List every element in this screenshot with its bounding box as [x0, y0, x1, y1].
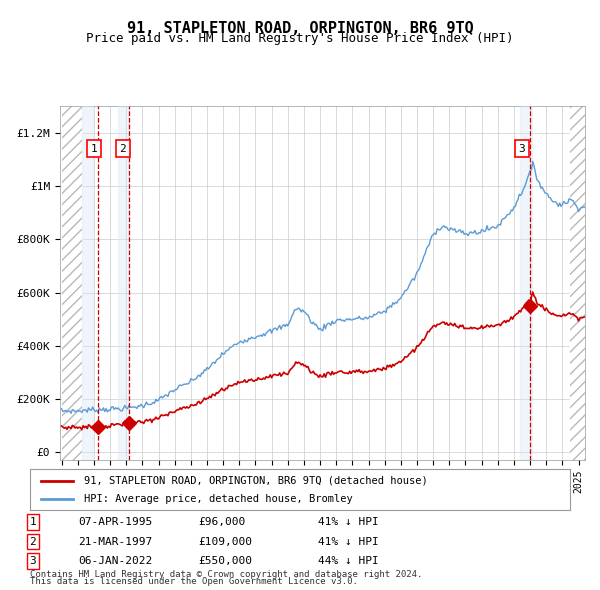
Text: £96,000: £96,000 — [198, 517, 245, 527]
Text: Price paid vs. HM Land Registry's House Price Index (HPI): Price paid vs. HM Land Registry's House … — [86, 32, 514, 45]
Text: 1: 1 — [29, 517, 37, 527]
Text: 06-JAN-2022: 06-JAN-2022 — [78, 556, 152, 566]
Bar — [520, 106, 532, 460]
Text: 21-MAR-1997: 21-MAR-1997 — [78, 537, 152, 546]
Text: 91, STAPLETON ROAD, ORPINGTON, BR6 9TQ (detached house): 91, STAPLETON ROAD, ORPINGTON, BR6 9TQ (… — [84, 476, 428, 486]
Text: 2: 2 — [29, 537, 37, 546]
Bar — [62, 106, 82, 460]
Bar — [62, 106, 82, 460]
Text: 1: 1 — [91, 144, 97, 154]
Text: 41% ↓ HPI: 41% ↓ HPI — [318, 537, 379, 546]
Text: 91, STAPLETON ROAD, ORPINGTON, BR6 9TQ: 91, STAPLETON ROAD, ORPINGTON, BR6 9TQ — [127, 21, 473, 35]
Bar — [571, 106, 587, 460]
Bar — [571, 106, 587, 460]
Text: 3: 3 — [518, 144, 526, 154]
Bar — [82, 106, 93, 460]
Text: £550,000: £550,000 — [198, 556, 252, 566]
Text: This data is licensed under the Open Government Licence v3.0.: This data is licensed under the Open Gov… — [30, 578, 358, 586]
Text: 3: 3 — [29, 556, 37, 566]
Bar — [118, 106, 130, 460]
Text: 2: 2 — [119, 144, 127, 154]
Text: 44% ↓ HPI: 44% ↓ HPI — [318, 556, 379, 566]
Text: Contains HM Land Registry data © Crown copyright and database right 2024.: Contains HM Land Registry data © Crown c… — [30, 571, 422, 579]
Text: HPI: Average price, detached house, Bromley: HPI: Average price, detached house, Brom… — [84, 494, 353, 504]
Text: 07-APR-1995: 07-APR-1995 — [78, 517, 152, 527]
Text: 41% ↓ HPI: 41% ↓ HPI — [318, 517, 379, 527]
Text: £109,000: £109,000 — [198, 537, 252, 546]
